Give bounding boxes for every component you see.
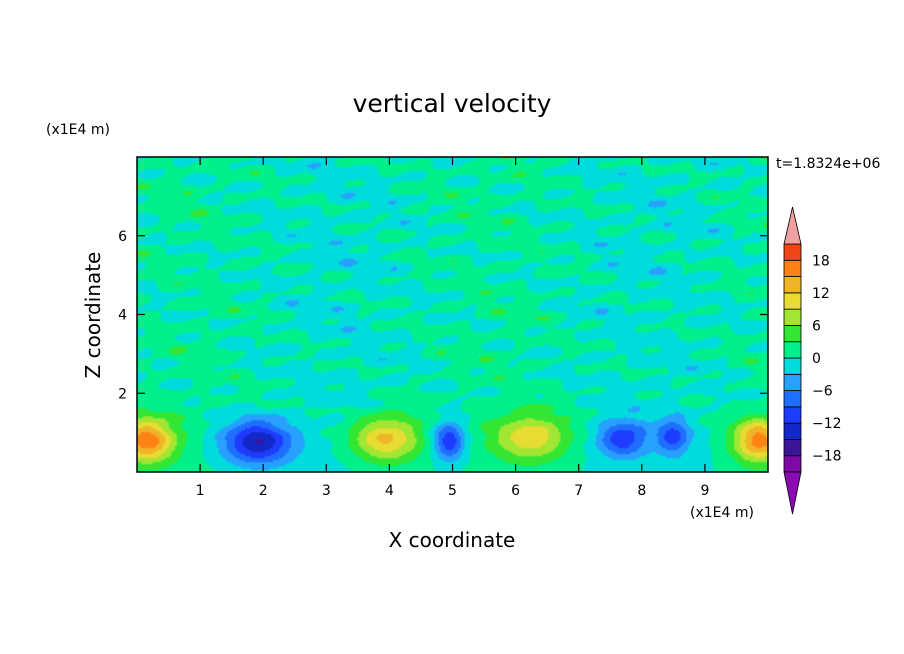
x-tick-label: 8 <box>637 483 646 499</box>
x-tick-label: 9 <box>700 483 709 499</box>
colorbar-tick-label: 12 <box>812 286 830 302</box>
y-tick-label: 6 <box>118 229 127 245</box>
x-axis-label: X coordinate <box>389 528 516 552</box>
colorbar-tick-label: −6 <box>812 384 833 400</box>
colorbar-segment <box>783 422 802 440</box>
x-tick-label: 2 <box>259 483 268 499</box>
y-axis: 2 4 6 <box>118 229 768 402</box>
colorbar-segment <box>783 373 802 391</box>
colorbar-segment <box>783 406 802 424</box>
colorbar-tick-label: 18 <box>812 253 830 269</box>
colorbar-segment <box>783 325 802 343</box>
colorbar-segment <box>783 357 802 375</box>
colorbar: 18 12 6 0 −6 −12 −18 <box>783 206 842 515</box>
x-tick-label: 7 <box>574 483 583 499</box>
x-tick-label: 1 <box>196 483 205 499</box>
colorbar-tick-label: 0 <box>812 351 821 367</box>
colorbar-tick-label: 6 <box>812 318 821 334</box>
contour-field <box>137 157 768 472</box>
colorbar-segment <box>783 276 802 294</box>
chart-title: vertical velocity <box>353 89 552 118</box>
colorbar-over-arrow <box>783 206 802 245</box>
x-tick-label: 6 <box>511 483 520 499</box>
colorbar-tick-label: −12 <box>812 416 842 432</box>
x-tick-label: 3 <box>322 483 331 499</box>
colorbar-segment <box>783 243 802 261</box>
colorbar-segment <box>783 390 802 408</box>
y-unit-label: (x1E4 m) <box>46 122 110 138</box>
colorbar-segment <box>783 308 802 326</box>
colorbar-segment <box>783 292 802 310</box>
x-tick-label: 4 <box>385 483 394 499</box>
colorbar-segment <box>783 341 802 359</box>
colorbar-tick-label: −18 <box>812 449 842 465</box>
time-label: t=1.8324e+06 <box>776 156 880 172</box>
x-axis: 1 2 3 4 5 6 7 8 9 <box>196 157 709 499</box>
x-unit-label: (x1E4 m) <box>690 505 754 521</box>
y-tick-label: 4 <box>118 308 127 324</box>
y-tick-label: 2 <box>118 386 127 402</box>
colorbar-segment <box>783 455 802 473</box>
x-tick-label: 5 <box>448 483 457 499</box>
colorbar-under-arrow <box>783 471 802 515</box>
y-axis-label: Z coordinate <box>81 252 105 379</box>
colorbar-segment <box>783 439 802 457</box>
colorbar-segment <box>783 259 802 277</box>
